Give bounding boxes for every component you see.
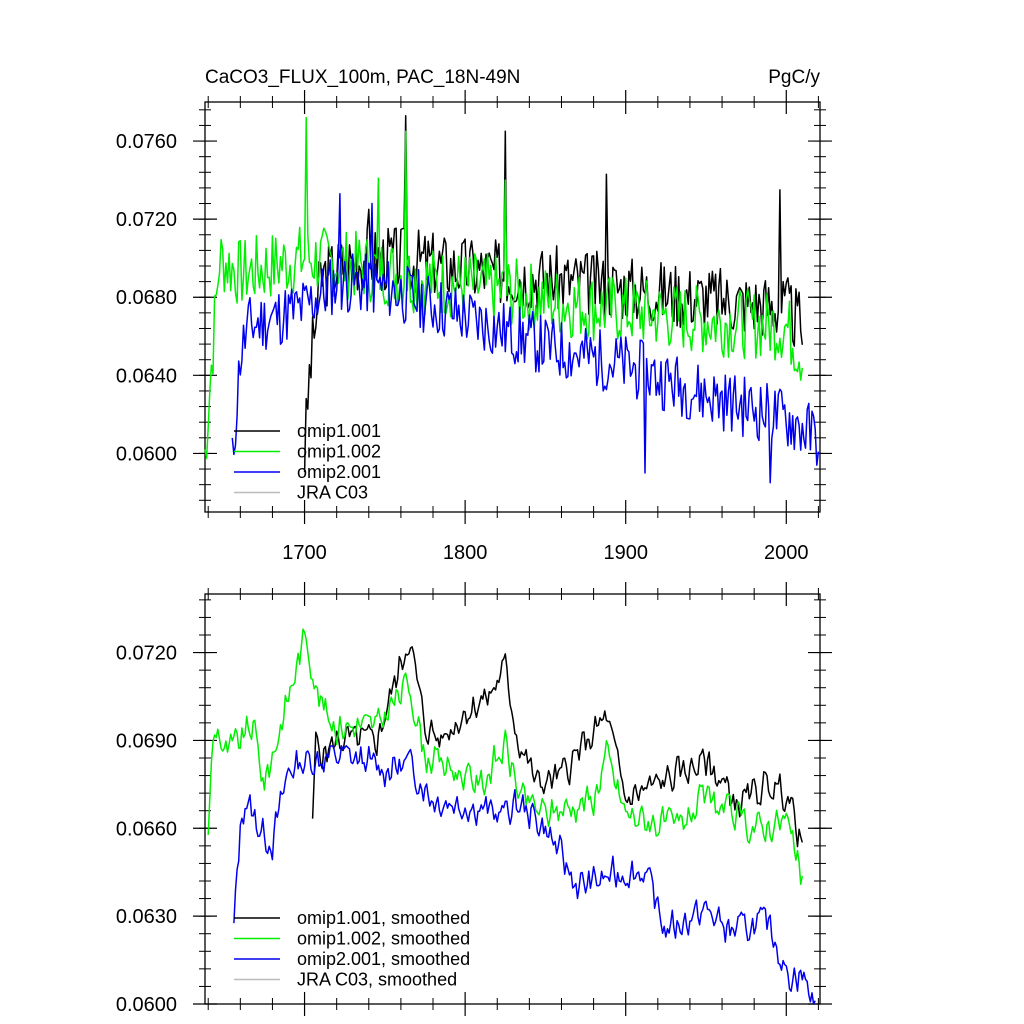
x-tick-label: 1800 (443, 542, 488, 564)
top-plot-frame (204, 101, 821, 513)
y-tick-label: 0.0640 (116, 365, 177, 387)
bottom-series-lines (207, 628, 816, 1005)
x-tick-label: 1700 (282, 542, 327, 564)
bottom-plot-frame (204, 593, 821, 1005)
top-panel: CaCO3_FLUX_100m, PAC_18N-49N PgC/y 0.060… (116, 67, 832, 564)
y-tick-label: 0.0720 (116, 643, 177, 665)
series-line-omip1-001-smoothed (311, 646, 804, 848)
series-line-omip2-001 (231, 193, 820, 484)
bottom-y-tick-labels: 0.0600 0.0630 0.0660 0.0690 0.0720 (116, 643, 177, 1016)
legend-label: omip2.001 (297, 462, 381, 482)
legend-label: omip1.001 (297, 421, 381, 441)
y-tick-label: 0.0660 (116, 818, 177, 840)
bottom-panel: 0.0600 0.0630 0.0660 0.0690 0.0720 omip1.001… (116, 582, 832, 1016)
series-line-omip1-002 (204, 116, 804, 460)
y-tick-label: 0.0680 (116, 287, 177, 309)
x-tick-label: 1900 (603, 542, 648, 564)
y-tick-label: 0.0600 (116, 443, 177, 465)
bottom-axis-ticks (193, 582, 832, 1016)
legend-label: omip1.002, smoothed (297, 929, 470, 949)
series-line-omip2-001-smoothed (233, 745, 816, 1005)
top-chart-title: CaCO3_FLUX_100m, PAC_18N-49N (205, 67, 520, 88)
top-y-tick-labels: 0.0600 0.0640 0.0680 0.0720 0.0760 (116, 131, 177, 465)
top-series-lines (204, 114, 820, 484)
legend-label: JRA C03 (297, 483, 368, 503)
y-tick-label: 0.0630 (116, 906, 177, 928)
legend-label: omip1.001, smoothed (297, 908, 470, 928)
y-tick-label: 0.0690 (116, 730, 177, 752)
y-tick-label: 0.0720 (116, 209, 177, 231)
legend-label: omip1.002 (297, 442, 381, 462)
top-axis-ticks (193, 90, 832, 524)
series-line-omip1-002-smoothed (207, 628, 804, 886)
y-tick-label: 0.0760 (116, 131, 177, 153)
top-x-tick-labels: 1700 1800 1900 2000 (282, 542, 808, 564)
x-tick-label: 2000 (764, 542, 809, 564)
series-line-omip1-001 (303, 114, 804, 473)
legend-label: omip2.001, smoothed (297, 949, 470, 969)
top-chart-units: PgC/y (768, 67, 820, 88)
y-tick-label: 0.0600 (116, 994, 177, 1016)
legend-label: JRA C03, smoothed (297, 970, 457, 990)
